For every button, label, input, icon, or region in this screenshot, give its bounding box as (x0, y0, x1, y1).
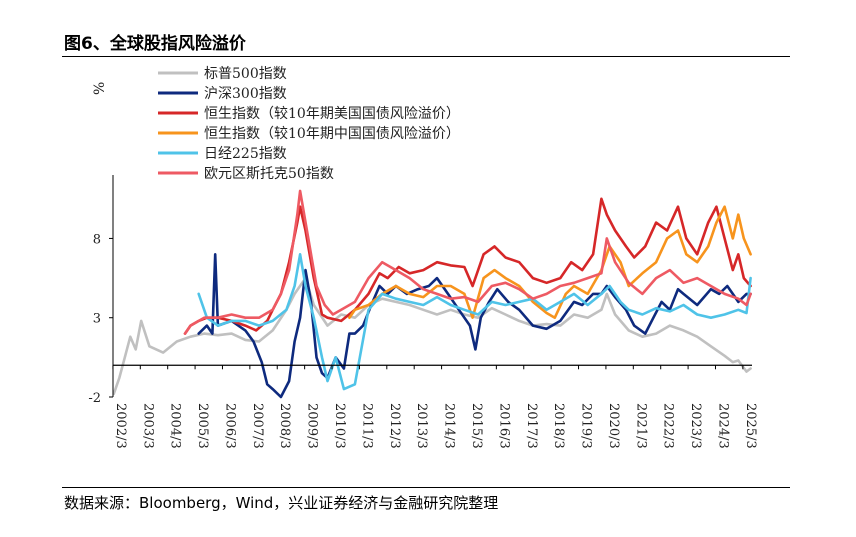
series-line-3 (348, 205, 752, 319)
x-tick-label-22: 2024/3 (716, 403, 731, 449)
y-tick-label-0: -2 (88, 391, 101, 406)
x-tick-label-16: 2018/3 (551, 403, 566, 449)
y-tick-label-1: 3 (93, 312, 101, 327)
x-tick-label-20: 2022/3 (661, 403, 676, 449)
series-line-1 (197, 253, 752, 399)
x-tick-label-9: 2011/3 (359, 403, 374, 449)
title-rule (62, 56, 790, 57)
legend-label-1: 沪深300指数 (204, 86, 287, 102)
figure-title: 图6、全球股指风险溢价 (64, 34, 246, 54)
legend-label-0: 标普500指数 (204, 66, 287, 82)
x-tick-label-1: 2003/3 (140, 403, 155, 449)
legend-label-5: 欧元区斯托克50指数 (204, 166, 334, 182)
x-tick-label-8: 2010/3 (332, 403, 347, 449)
legend-label-3: 恒生指数（较10年期中国国债风险溢价） (204, 126, 460, 142)
series-line-2 (183, 197, 752, 335)
x-tick-label-5: 2007/3 (250, 403, 265, 449)
series-line-4 (197, 253, 752, 391)
x-tick-label-6: 2008/3 (277, 403, 292, 449)
legend-label-2: 恒生指数（较10年期美国国债风险溢价） (204, 106, 460, 122)
x-tick-label-15: 2017/3 (524, 403, 539, 449)
x-tick-label-17: 2019/3 (579, 403, 594, 449)
series-line-0 (112, 276, 752, 396)
x-tick-label-21: 2023/3 (688, 403, 703, 449)
axes-layer: -2 3 8 2002/3 2003/3 2004/3 2005/3 2006/3 2007/3… (88, 175, 758, 449)
y-unit-label: % (92, 82, 108, 95)
x-tick-label-7: 2009/3 (305, 403, 320, 449)
chart: -2 3 8 2002/3 2003/3 2004/3 2005/3 2006/3 2007/3… (88, 66, 758, 449)
x-tick-label-10: 2012/3 (387, 403, 402, 449)
x-tick-label-18: 2020/3 (606, 403, 621, 449)
bottom-rule (62, 487, 790, 488)
x-tick-label-19: 2021/3 (633, 403, 648, 449)
x-tick-label-13: 2015/3 (469, 403, 484, 449)
x-tick-label-11: 2013/3 (414, 403, 429, 449)
x-tick-label-4: 2006/3 (223, 403, 238, 449)
series-layer (112, 189, 752, 399)
y-tick-label-2: 8 (93, 232, 101, 247)
x-tick-label-2: 2004/3 (168, 403, 183, 449)
x-tick-label-3: 2005/3 (195, 403, 210, 449)
legend-label-4: 日经225指数 (204, 146, 287, 162)
x-tick-label-14: 2016/3 (496, 403, 511, 449)
x-tick-label-0: 2002/3 (113, 403, 128, 449)
series-line-5 (183, 189, 752, 335)
source-note: 数据来源：Bloomberg，Wind，兴业证券经济与金融研究院整理 (64, 494, 499, 512)
x-tick-label-23: 2025/3 (743, 403, 758, 449)
x-tick-label-12: 2014/3 (442, 403, 457, 449)
